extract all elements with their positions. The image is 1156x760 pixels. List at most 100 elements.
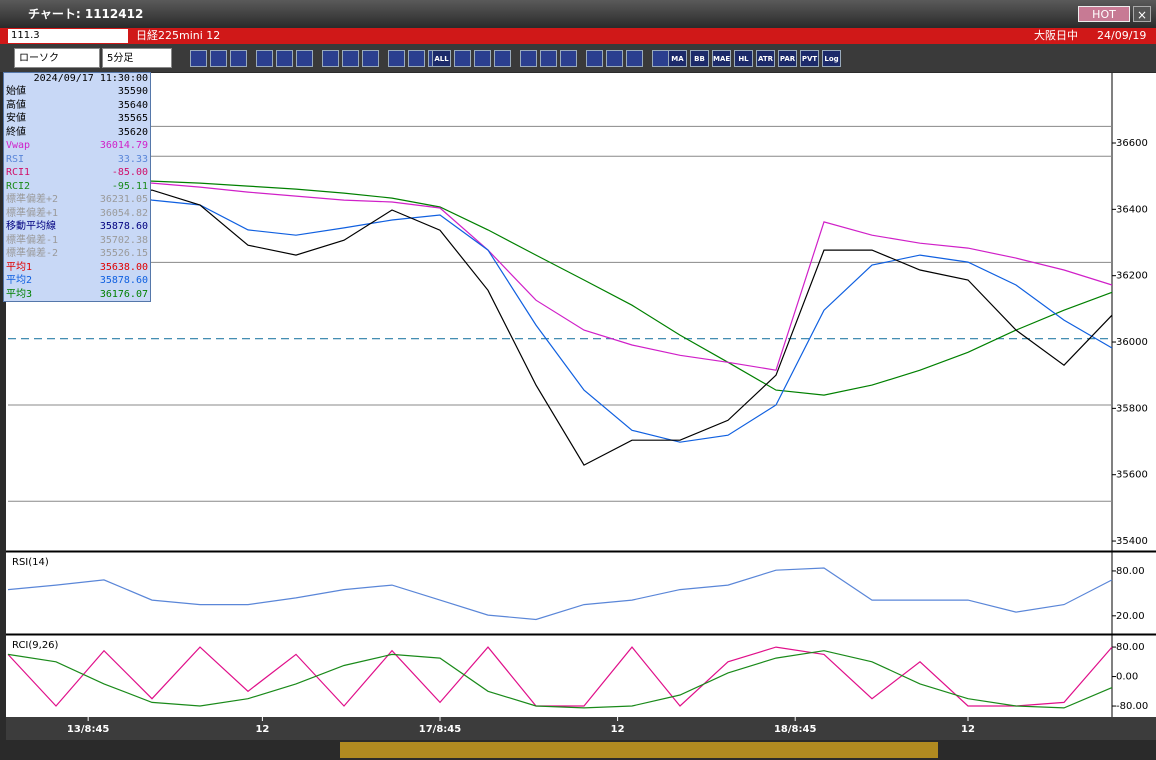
y-tick-label: 0.00 xyxy=(1116,672,1138,683)
info-value: -95.11 xyxy=(111,180,148,192)
frame xyxy=(0,72,6,740)
info-value: 35878.60 xyxy=(99,221,148,232)
x-tick-label: 12 xyxy=(611,724,625,735)
info-row: 標準偏差+2 36231.05 xyxy=(4,193,150,207)
info-row: 平均2 35878.60 xyxy=(4,274,150,288)
info-row: 標準偏差-1 35702.38 xyxy=(4,234,150,248)
interval-select[interactable]: 5分足 xyxy=(102,48,172,68)
date: 24/09/19 xyxy=(1097,29,1147,42)
tool-icon[interactable] xyxy=(362,50,379,67)
info-label: RCI1 xyxy=(6,167,31,178)
info-row: RCI1 -85.00 xyxy=(4,166,150,180)
pane-title: RCI(9,26) xyxy=(12,640,59,651)
tool-icon[interactable] xyxy=(190,50,207,67)
tool-icon[interactable] xyxy=(520,50,537,67)
info-label: 始値 xyxy=(6,86,26,97)
info-value: 35565 xyxy=(117,113,148,124)
tool-icon[interactable] xyxy=(560,50,577,67)
tool-icon[interactable] xyxy=(586,50,603,67)
info-label: Vwap xyxy=(6,140,31,151)
tool-icon[interactable] xyxy=(626,50,643,67)
tool-icon[interactable] xyxy=(322,50,339,67)
x-tick-label: 17/8:45 xyxy=(419,724,461,735)
info-row: Vwap 36014.79 xyxy=(4,139,150,153)
info-datetime: 2024/09/17 11:30:00 xyxy=(33,73,148,84)
tool-icon[interactable] xyxy=(388,50,405,67)
info-value: 36176.07 xyxy=(99,288,148,300)
series-line xyxy=(7,174,1113,396)
close-button[interactable]: × xyxy=(1133,6,1151,22)
time-axis-bg xyxy=(0,717,1156,740)
info-value: 36231.05 xyxy=(99,194,148,205)
tool-icon[interactable] xyxy=(652,50,669,67)
tool-icon[interactable] xyxy=(296,50,313,67)
info-label: 平均2 xyxy=(6,275,33,286)
info-row: 標準偏差+1 36054.82 xyxy=(4,207,150,221)
info-value: 35702.38 xyxy=(99,234,148,246)
tool-button[interactable]: PAR xyxy=(778,50,797,67)
info-row: 終値 35620 xyxy=(4,126,150,140)
tool-button[interactable]: PVT xyxy=(800,50,819,67)
info-label: 標準偏差-2 xyxy=(6,248,59,259)
info-value: 35640 xyxy=(117,99,148,111)
info-row: 平均1 35638.00 xyxy=(4,261,150,275)
tool-icon[interactable] xyxy=(342,50,359,67)
info-value: 35526.15 xyxy=(99,248,148,259)
y-tick-label: 35400 xyxy=(1116,536,1148,547)
x-tick-label: 12 xyxy=(961,724,975,735)
tool-button[interactable]: Log xyxy=(822,50,841,67)
tool-button[interactable]: HL xyxy=(734,50,753,67)
scroll-thumb[interactable] xyxy=(340,742,938,758)
chart-kind-select[interactable]: ローソク xyxy=(14,48,100,68)
tool-icon[interactable] xyxy=(494,50,511,67)
info-value: -85.00 xyxy=(111,167,148,178)
y-tick-label: 20.00 xyxy=(1116,611,1145,622)
tool-button[interactable]: BB xyxy=(690,50,709,67)
tool-icon[interactable] xyxy=(276,50,293,67)
info-value: 35638.00 xyxy=(99,261,148,273)
tool-icon[interactable] xyxy=(210,50,227,67)
info-row: 高値 35640 xyxy=(4,99,150,113)
info-label: 標準偏差+2 xyxy=(6,194,59,205)
info-panel: 2024/09/17 11:30:00 始値 35590 高値 35640 安値 3556… xyxy=(3,72,151,302)
info-label: 平均1 xyxy=(6,261,33,273)
x-tick-label: 12 xyxy=(255,724,269,735)
info-label: RCI2 xyxy=(6,180,31,192)
tool-icon[interactable] xyxy=(454,50,471,67)
tool-button[interactable]: MA xyxy=(668,50,687,67)
info-row: 平均3 36176.07 xyxy=(4,288,150,302)
pane-title: RSI(14) xyxy=(12,557,49,568)
tool-button[interactable]: ALL xyxy=(432,50,451,67)
title-bar: チャート: 1112412 xyxy=(0,0,1156,28)
tool-icon[interactable] xyxy=(540,50,557,67)
tool-icon[interactable] xyxy=(474,50,491,67)
series-line xyxy=(7,171,1113,371)
chart-bg xyxy=(6,73,1156,717)
y-tick-label: 80.00 xyxy=(1116,642,1145,653)
info-value: 33.33 xyxy=(117,153,148,165)
symbol-name: 日経225mini 12 xyxy=(136,29,221,42)
series-line xyxy=(7,650,1113,709)
info-value: 35878.60 xyxy=(99,275,148,286)
tool-icon[interactable] xyxy=(606,50,623,67)
tool-button[interactable]: MAE xyxy=(712,50,731,67)
y-tick-label: -80.00 xyxy=(1116,701,1148,712)
hot-button[interactable]: HOT xyxy=(1078,6,1130,22)
tool-icon[interactable] xyxy=(256,50,273,67)
series-line xyxy=(7,159,1113,443)
code-input[interactable]: 111.3 xyxy=(8,29,128,43)
tool-icon[interactable] xyxy=(408,50,425,67)
tool-icon[interactable] xyxy=(230,50,247,67)
y-tick-label: 36200 xyxy=(1116,271,1148,282)
price-axis-bg xyxy=(1112,73,1156,717)
series-line xyxy=(7,184,1113,466)
info-value: 35590 xyxy=(117,86,148,97)
info-label: 標準偏差-1 xyxy=(6,234,59,246)
info-label: 移動平均線 xyxy=(6,221,56,232)
info-row: 始値 35590 xyxy=(4,85,150,99)
tool-button[interactable]: ATR xyxy=(756,50,775,67)
y-tick-label: 80.00 xyxy=(1116,566,1145,577)
info-label: 高値 xyxy=(6,99,26,111)
